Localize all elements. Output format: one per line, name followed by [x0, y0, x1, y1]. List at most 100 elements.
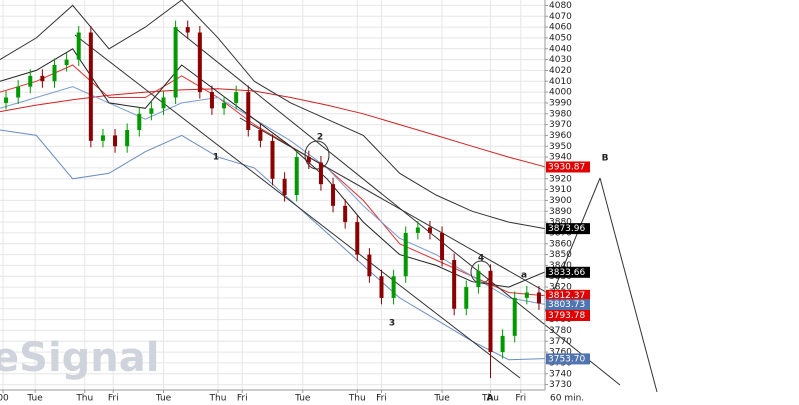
y-tick-label: 3940: [549, 153, 572, 163]
price-label-box: [546, 161, 590, 173]
price-label: 3930.87: [548, 162, 585, 172]
candle-body: [306, 157, 311, 163]
x-tick-label: Thu: [209, 394, 227, 404]
price-label-box: [546, 353, 590, 365]
candle-body: [88, 32, 93, 141]
y-tick-label: 4070: [549, 12, 572, 22]
wave-label: 3: [389, 319, 395, 329]
candle-body: [52, 65, 57, 82]
candle-body: [209, 92, 214, 109]
channel-line: [174, 27, 621, 386]
candle-body: [403, 232, 408, 277]
y-tick-label: 3850: [549, 250, 572, 260]
x-tick-label: Fri: [108, 394, 119, 404]
y-tick-label: 3970: [549, 120, 572, 130]
y-tick-label: 3770: [549, 337, 572, 347]
y-tick-label: 3860: [549, 239, 572, 249]
candle-body: [379, 276, 384, 298]
y-tick-label: 3890: [549, 207, 572, 217]
wave-label: 2: [317, 133, 323, 143]
price-label-box: [546, 223, 590, 235]
y-tick-label: 3740: [549, 369, 572, 379]
candle-body: [64, 59, 69, 65]
wave-label: 4: [478, 254, 484, 264]
x-tick-label: Tue: [433, 394, 450, 404]
candle-body: [173, 27, 178, 98]
price-label: 3833.66: [548, 268, 585, 278]
y-axis: 3730374037503760377037803790380038103820…: [545, 1, 590, 390]
y-tick-label: 3900: [549, 196, 572, 206]
candle-body: [113, 135, 118, 147]
y-tick-label: 4050: [549, 33, 572, 43]
watermark: eSignal: [0, 335, 159, 381]
candle-body: [185, 27, 190, 33]
price-label: 3793.78: [548, 311, 585, 321]
price-label-box: [546, 289, 590, 301]
candle-body: [318, 162, 323, 185]
y-tick-label: 3880: [549, 218, 572, 228]
x-tick-label: Tue: [294, 394, 311, 404]
candle-body: [367, 254, 372, 277]
price-label-box: [546, 299, 590, 311]
y-tick-label: 4080: [549, 1, 572, 11]
wave-label: 1: [213, 153, 219, 163]
price-label: 3803.73: [548, 300, 585, 310]
y-tick-label: 3780: [549, 326, 572, 336]
candle-body: [343, 205, 348, 223]
channel-line: [239, 117, 561, 301]
price-label: 3873.96: [548, 224, 585, 234]
wave-label: a: [521, 271, 527, 281]
y-tick-label: 4010: [549, 77, 572, 87]
annotations: 1 2 3 4 a B A: [213, 133, 609, 404]
y-tick-label: 3910: [549, 185, 572, 195]
price-label: 3753.70: [548, 354, 585, 364]
x-tick-label: Tue: [155, 394, 172, 404]
candle-body: [524, 292, 529, 298]
candle-body: [427, 227, 432, 233]
candle-body: [246, 92, 251, 130]
candle-body: [137, 113, 142, 130]
y-tick-label: 4000: [549, 88, 572, 98]
y-tick-label: 3920: [549, 174, 572, 184]
candle-body: [415, 227, 420, 233]
candle-body: [270, 140, 275, 179]
projection-line: [599, 177, 658, 393]
interval-label: 60 min.: [550, 394, 584, 404]
candle-body: [294, 157, 299, 195]
price-label: 3812.37: [548, 291, 585, 301]
candle-body: [258, 130, 263, 141]
projection-line: [544, 177, 601, 313]
y-tick-label: 3950: [549, 142, 572, 152]
channel-line: [74, 34, 521, 379]
x-tick-label: Thu: [348, 394, 366, 404]
y-tick-label: 3820: [549, 283, 572, 293]
candle-body: [222, 102, 227, 109]
candle-body: [16, 86, 21, 98]
candle-body: [100, 135, 105, 141]
y-tick-label: 3760: [549, 348, 572, 358]
wave-ellipse: [304, 140, 330, 170]
candle-body: [28, 75, 33, 87]
y-tick-label: 4030: [549, 55, 572, 65]
candle-body: [500, 335, 505, 353]
candle-body: [512, 297, 517, 336]
candle-body: [476, 270, 481, 288]
y-tick-label: 3730: [549, 380, 572, 390]
candle-body: [76, 32, 81, 60]
y-tick-label: 3840: [549, 261, 572, 271]
candle-body: [4, 97, 9, 103]
candle-body: [125, 130, 130, 147]
candle-body: [161, 97, 166, 109]
candle-body: [536, 292, 541, 304]
y-tick-label: 4020: [549, 66, 572, 76]
candle-body: [234, 92, 239, 103]
candle-body: [282, 178, 287, 195]
candle-body: [355, 222, 360, 255]
wave-label: B: [602, 154, 609, 164]
y-tick-label: 3990: [549, 98, 572, 108]
x-tick-label: Tue: [26, 394, 43, 404]
x-axis: 00 Tue Thu Fri Tue Thu Fri Tue Thu Fri Tue Thu Fri: [0, 390, 526, 404]
wave-label: A: [487, 394, 494, 404]
candle-body: [464, 287, 469, 309]
